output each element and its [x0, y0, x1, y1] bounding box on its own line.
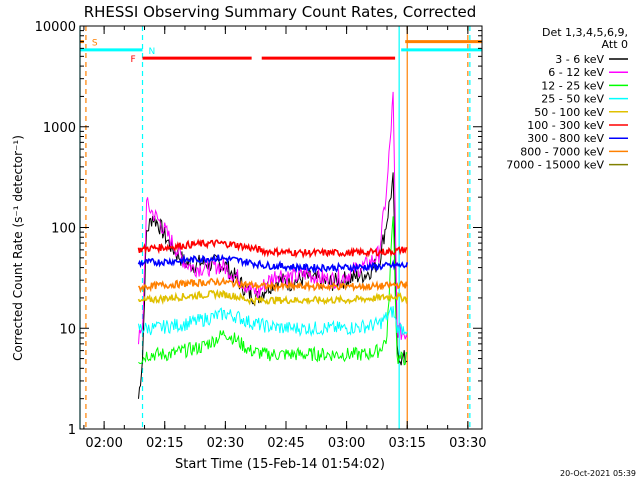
- axes: 1 10 100 1000 10000 02:00 02:15 02:30 02:45 03:00…: [35, 20, 487, 451]
- series-line-50-100-kev: [137, 288, 408, 306]
- footer-timestamp: 20-Oct-2021 05:39: [560, 469, 636, 478]
- x-tick-label: 02:15: [146, 436, 183, 451]
- x-tick-label: 02:30: [207, 436, 244, 451]
- chart-title: RHESSI Observing Summary Count Rates, Co…: [84, 3, 477, 21]
- x-tick-label: 02:00: [85, 436, 122, 451]
- legend-entry-label: 7000 - 15000 keV: [506, 159, 604, 172]
- series-line-25-50-kev: [138, 306, 408, 337]
- y-tick-label: 100: [51, 222, 76, 237]
- x-tick-label: 03:00: [328, 436, 365, 451]
- series-line-3-6-kev: [138, 172, 408, 399]
- y-axis-label: Corrected Count Rate (s⁻¹ detector⁻¹): [11, 135, 25, 361]
- legend-entry-label: 50 - 100 keV: [534, 106, 604, 119]
- state-marker-s: S: [92, 39, 98, 49]
- series-line-300-800-kev: [137, 253, 408, 274]
- legend-entry-label: 100 - 300 keV: [527, 119, 604, 132]
- legend-entry-label: 300 - 800 keV: [527, 132, 604, 145]
- legend-entry-label: 3 - 6 keV: [555, 53, 604, 66]
- y-tick-label: 10000: [35, 20, 76, 35]
- y-tick-label: 10: [59, 322, 76, 337]
- series-line-12-25-kev: [138, 216, 408, 366]
- legend-detector-header: Det 1,3,4,5,6,9,: [542, 26, 628, 39]
- y-tick-label: 1: [68, 423, 76, 438]
- legend-entry-label: 12 - 25 keV: [541, 79, 604, 92]
- legend-entry-label: 6 - 12 keV: [548, 66, 604, 79]
- state-marker-n: N: [149, 47, 156, 57]
- state-marker-f: F: [131, 55, 136, 65]
- x-tick-label: 02:45: [267, 436, 304, 451]
- x-axis-label: Start Time (15-Feb-14 01:54:02): [175, 457, 385, 472]
- series-line-100-300-kev: [137, 238, 408, 259]
- series-line-800-7000-kev: [137, 276, 408, 294]
- legend-attenuator-header: Att 0: [602, 38, 628, 51]
- legend-entry-label: 800 - 7000 keV: [520, 145, 604, 158]
- x-tick-label: 03:30: [449, 436, 486, 451]
- legend-entry-label: 25 - 50 keV: [541, 93, 604, 106]
- y-tick-label: 1000: [43, 121, 76, 136]
- x-tick-label: 03:15: [388, 436, 425, 451]
- plot-area: S N F: [79, 26, 482, 429]
